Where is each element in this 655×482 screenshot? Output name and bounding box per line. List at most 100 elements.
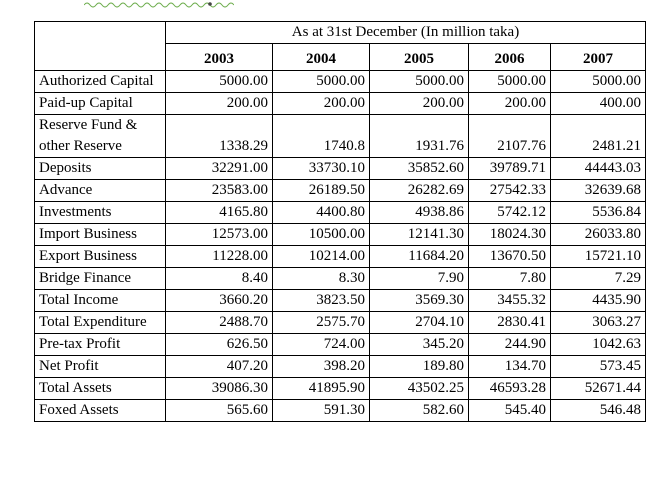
table-row: Deposits 32291.00 33730.10 35852.60 39789.71… bbox=[34, 157, 646, 180]
value-cell: 7.29 bbox=[550, 267, 646, 290]
value-cell: 5536.84 bbox=[550, 201, 646, 224]
financial-table: As at 31st December (In million taka) 20… bbox=[34, 21, 646, 422]
value-cell: 41895.90 bbox=[272, 377, 370, 400]
value-cell: 626.50 bbox=[165, 333, 273, 356]
year-header: 2006 bbox=[468, 43, 551, 71]
row-label: Deposits bbox=[34, 157, 166, 180]
value-cell: 189.80 bbox=[369, 355, 469, 378]
value-cell: 1338.29 bbox=[165, 114, 273, 158]
value-cell: 2488.70 bbox=[165, 311, 273, 334]
header-corner-cell bbox=[34, 21, 166, 71]
row-label: Foxed Assets bbox=[34, 399, 166, 422]
value-cell: 5000.00 bbox=[369, 70, 469, 93]
value-cell: 43502.25 bbox=[369, 377, 469, 400]
row-label: Investments bbox=[34, 201, 166, 224]
value-cell: 7.90 bbox=[369, 267, 469, 290]
table-row: Export Business 11228.00 10214.00 11684.20 1… bbox=[34, 245, 646, 268]
value-cell: 11228.00 bbox=[165, 245, 273, 268]
spellcheck-underline bbox=[84, 2, 234, 8]
value-cell: 4165.80 bbox=[165, 201, 273, 224]
row-label: Pre-tax Profit bbox=[34, 333, 166, 356]
year-header: 2004 bbox=[272, 43, 370, 71]
value-cell: 32639.68 bbox=[550, 179, 646, 202]
table-row: Total Expenditure 2488.70 2575.70 2704.10 28… bbox=[34, 311, 646, 334]
table-row: Investments 4165.80 4400.80 4938.86 5742.12 5… bbox=[34, 201, 646, 224]
table-row: Authorized Capital 5000.00 5000.00 5000.00 5… bbox=[34, 70, 646, 93]
value-cell: 5000.00 bbox=[550, 70, 646, 93]
value-cell: 46593.28 bbox=[468, 377, 551, 400]
value-cell: 398.20 bbox=[272, 355, 370, 378]
value-cell: 5000.00 bbox=[272, 70, 370, 93]
value-cell: 200.00 bbox=[369, 92, 469, 115]
value-cell: 18024.30 bbox=[468, 223, 551, 246]
value-cell: 407.20 bbox=[165, 355, 273, 378]
value-cell: 5000.00 bbox=[165, 70, 273, 93]
value-cell: 546.48 bbox=[550, 399, 646, 422]
year-header: 2005 bbox=[369, 43, 469, 71]
value-cell: 200.00 bbox=[272, 92, 370, 115]
value-cell: 724.00 bbox=[272, 333, 370, 356]
value-cell: 39086.30 bbox=[165, 377, 273, 400]
value-cell: 565.60 bbox=[165, 399, 273, 422]
value-cell: 8.40 bbox=[165, 267, 273, 290]
value-cell: 4938.86 bbox=[369, 201, 469, 224]
value-cell: 5742.12 bbox=[468, 201, 551, 224]
year-header: 2003 bbox=[165, 43, 273, 71]
value-cell: 2704.10 bbox=[369, 311, 469, 334]
value-cell: 52671.44 bbox=[550, 377, 646, 400]
table-row: Pre-tax Profit 626.50 724.00 345.20 244.90 10… bbox=[34, 333, 646, 356]
value-cell: 2481.21 bbox=[550, 114, 646, 158]
value-cell: 3455.32 bbox=[468, 289, 551, 312]
value-cell: 23583.00 bbox=[165, 179, 273, 202]
value-cell: 27542.33 bbox=[468, 179, 551, 202]
value-cell: 44443.03 bbox=[550, 157, 646, 180]
value-cell: 12141.30 bbox=[369, 223, 469, 246]
year-header-row: 2003 2004 2005 2006 2007 bbox=[35, 43, 646, 71]
row-label: Import Business bbox=[34, 223, 166, 246]
row-label: Paid-up Capital bbox=[34, 92, 166, 115]
value-cell: 3063.27 bbox=[550, 311, 646, 334]
table-row: Reserve Fund & other Reserve 1338.29 1740.… bbox=[34, 114, 646, 158]
value-cell: 35852.60 bbox=[369, 157, 469, 180]
table-row: Paid-up Capital 200.00 200.00 200.00 200.00 4… bbox=[34, 92, 646, 115]
value-cell: 591.30 bbox=[272, 399, 370, 422]
value-cell: 200.00 bbox=[165, 92, 273, 115]
value-cell: 4435.90 bbox=[550, 289, 646, 312]
row-label: Reserve Fund & other Reserve bbox=[34, 114, 166, 158]
value-cell: 7.80 bbox=[468, 267, 551, 290]
value-cell: 10214.00 bbox=[272, 245, 370, 268]
value-cell: 32291.00 bbox=[165, 157, 273, 180]
value-cell: 545.40 bbox=[468, 399, 551, 422]
table-row: Bridge Finance 8.40 8.30 7.90 7.80 7.29 bbox=[34, 267, 646, 290]
value-cell: 2107.76 bbox=[468, 114, 551, 158]
row-label: Total Expenditure bbox=[34, 311, 166, 334]
table-row: Net Profit 407.20 398.20 189.80 134.70 573.45 bbox=[34, 355, 646, 378]
table-row: Advance 23583.00 26189.50 26282.69 27542.33 3… bbox=[34, 179, 646, 202]
value-cell: 10500.00 bbox=[272, 223, 370, 246]
value-cell: 582.60 bbox=[369, 399, 469, 422]
value-cell: 26189.50 bbox=[272, 179, 370, 202]
row-label: Bridge Finance bbox=[34, 267, 166, 290]
value-cell: 1931.76 bbox=[369, 114, 469, 158]
value-cell: 3823.50 bbox=[272, 289, 370, 312]
table-row: Total Income 3660.20 3823.50 3569.30 3455.32… bbox=[34, 289, 646, 312]
year-header: 2007 bbox=[550, 43, 646, 71]
value-cell: 200.00 bbox=[468, 92, 551, 115]
value-cell: 3660.20 bbox=[165, 289, 273, 312]
value-cell: 15721.10 bbox=[550, 245, 646, 268]
caption-row: As at 31st December (In million taka) bbox=[34, 21, 646, 71]
value-cell: 26033.80 bbox=[550, 223, 646, 246]
value-cell: 12573.00 bbox=[165, 223, 273, 246]
value-cell: 11684.20 bbox=[369, 245, 469, 268]
value-cell: 2575.70 bbox=[272, 311, 370, 334]
value-cell: 573.45 bbox=[550, 355, 646, 378]
value-cell: 1042.63 bbox=[550, 333, 646, 356]
value-cell: 39789.71 bbox=[468, 157, 551, 180]
row-label: Total Assets bbox=[34, 377, 166, 400]
table-row: Foxed Assets 565.60 591.30 582.60 545.40 546.… bbox=[34, 399, 646, 422]
row-label: Total Income bbox=[34, 289, 166, 312]
value-cell: 4400.80 bbox=[272, 201, 370, 224]
value-cell: 33730.10 bbox=[272, 157, 370, 180]
value-cell: 3569.30 bbox=[369, 289, 469, 312]
value-cell: 345.20 bbox=[369, 333, 469, 356]
